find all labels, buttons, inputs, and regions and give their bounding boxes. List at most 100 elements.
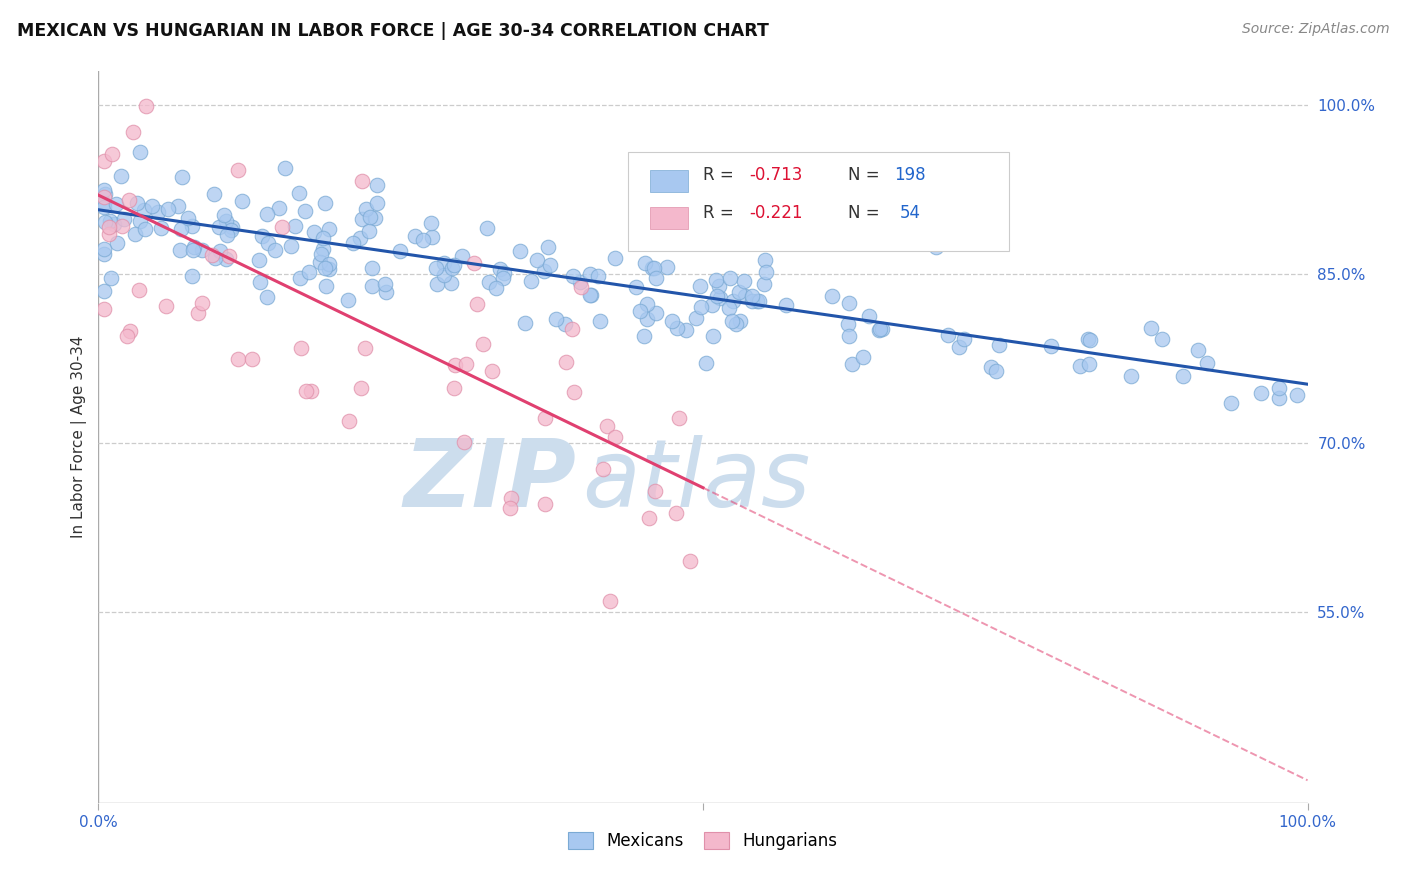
Point xyxy=(718,271,741,285)
Point xyxy=(709,291,731,305)
Point xyxy=(167,199,190,213)
Point xyxy=(478,275,501,289)
Point xyxy=(519,274,541,288)
Point xyxy=(420,229,443,244)
Point xyxy=(440,276,463,290)
Point xyxy=(1197,356,1219,370)
Point xyxy=(249,275,271,289)
Point xyxy=(741,293,763,308)
Point xyxy=(443,381,465,395)
Point xyxy=(187,306,209,320)
Point xyxy=(554,355,576,369)
Point xyxy=(665,506,688,520)
Point xyxy=(948,340,970,354)
Point xyxy=(641,260,664,275)
Point xyxy=(754,253,776,268)
Point xyxy=(533,264,555,278)
Text: N =: N = xyxy=(848,166,884,185)
Point xyxy=(366,178,388,192)
Point xyxy=(628,304,651,318)
Text: -0.221: -0.221 xyxy=(749,203,803,221)
Point xyxy=(718,232,741,246)
Point xyxy=(120,324,142,338)
Point xyxy=(534,497,557,511)
Point xyxy=(93,284,115,298)
Point xyxy=(1077,357,1099,371)
Point xyxy=(204,251,226,265)
Point xyxy=(1219,396,1241,410)
Point xyxy=(1069,359,1091,373)
Point xyxy=(201,247,224,261)
Point xyxy=(240,352,263,367)
Point xyxy=(1121,369,1143,384)
Point xyxy=(169,244,191,258)
Point xyxy=(721,314,744,328)
Point xyxy=(706,289,728,303)
Point xyxy=(177,211,200,225)
Point xyxy=(661,314,683,328)
Point xyxy=(728,285,751,299)
Point xyxy=(838,329,860,343)
Point xyxy=(554,317,576,331)
Point xyxy=(129,145,152,160)
Point xyxy=(755,264,778,278)
Point xyxy=(586,269,609,284)
Point xyxy=(180,219,202,233)
Point xyxy=(638,511,661,525)
Point xyxy=(858,310,880,324)
Point xyxy=(454,357,477,371)
Point xyxy=(936,327,959,342)
Point xyxy=(267,202,290,216)
Point xyxy=(634,256,657,270)
Point xyxy=(481,364,503,378)
Point xyxy=(644,271,666,285)
Point xyxy=(668,411,690,425)
Point xyxy=(636,312,658,326)
Point xyxy=(180,268,202,283)
Legend: Mexicans, Hungarians: Mexicans, Hungarians xyxy=(562,825,844,856)
Point xyxy=(775,298,797,312)
Point xyxy=(214,214,236,228)
Point xyxy=(925,240,948,254)
Point xyxy=(741,289,763,303)
Point xyxy=(93,153,115,168)
Point xyxy=(93,196,115,211)
Point xyxy=(97,227,120,241)
Point xyxy=(315,278,337,293)
Point xyxy=(643,261,665,276)
Point xyxy=(93,183,115,197)
Point xyxy=(375,285,398,300)
Point xyxy=(492,266,515,280)
Point xyxy=(821,289,844,303)
Point xyxy=(690,300,713,314)
Point xyxy=(93,301,115,316)
Point xyxy=(389,244,412,258)
Point xyxy=(157,202,180,216)
Point xyxy=(443,259,465,273)
Point xyxy=(363,211,385,225)
Point xyxy=(311,247,333,261)
Point xyxy=(354,202,377,216)
Point xyxy=(215,227,238,242)
Point xyxy=(544,312,567,326)
Point xyxy=(247,252,270,267)
Point xyxy=(374,277,396,291)
Point xyxy=(361,278,384,293)
Point xyxy=(349,230,371,244)
Point xyxy=(208,220,231,235)
Text: R =: R = xyxy=(703,166,740,185)
Point xyxy=(599,594,621,608)
Point xyxy=(450,249,472,263)
Point xyxy=(868,322,890,336)
Point xyxy=(596,419,619,434)
Point xyxy=(256,290,278,304)
Point xyxy=(336,293,359,308)
Point xyxy=(219,222,242,236)
Point xyxy=(589,314,612,328)
Point xyxy=(135,99,157,113)
Point xyxy=(636,297,658,311)
Point xyxy=(100,214,122,228)
Point xyxy=(499,491,522,505)
Point xyxy=(318,257,340,271)
Point xyxy=(202,187,225,202)
